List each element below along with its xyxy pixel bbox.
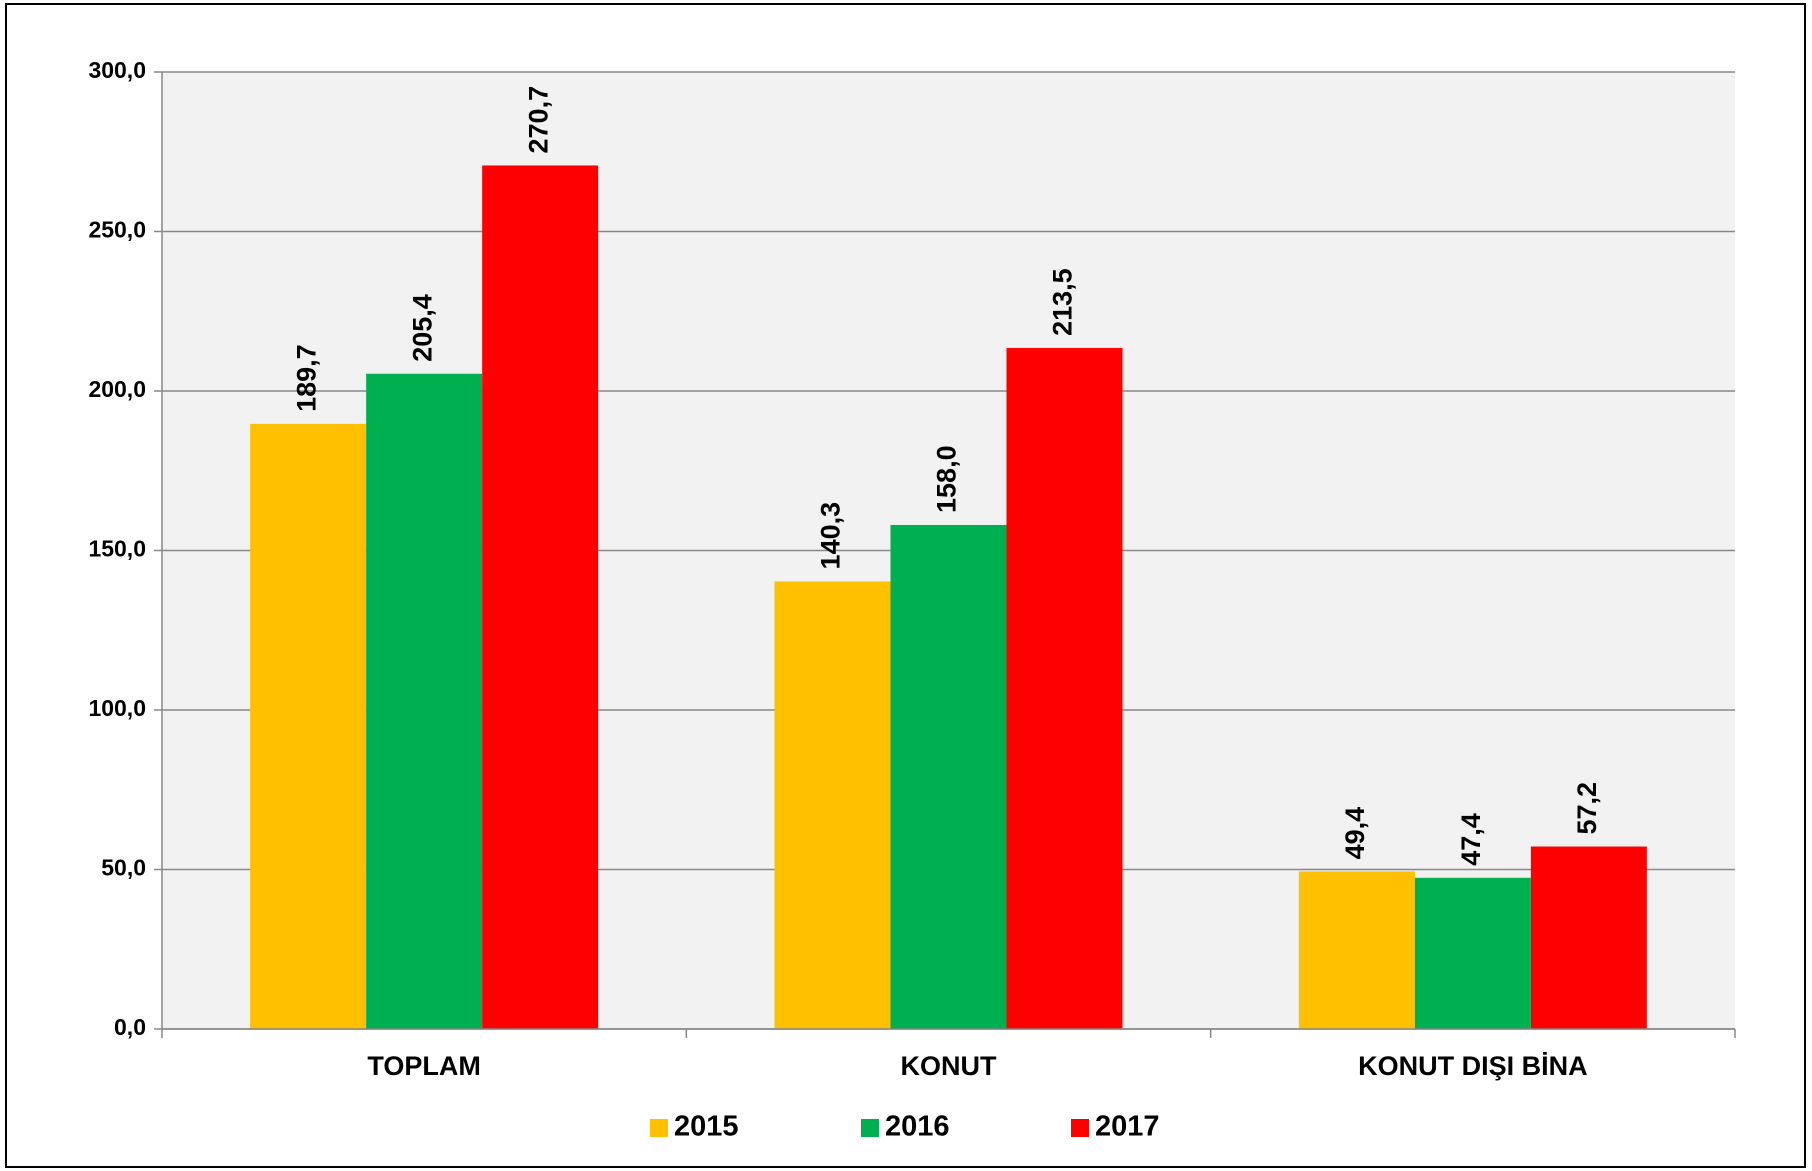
- legend-swatch: [650, 1119, 668, 1137]
- value-label: 205,4: [407, 294, 437, 362]
- bar: [1006, 347, 1123, 1029]
- x-tick-label: KONUT DIŞI BİNA: [1358, 1051, 1588, 1081]
- value-label: 189,7: [291, 344, 321, 412]
- value-label: 158,0: [932, 445, 962, 513]
- bar: [250, 423, 367, 1029]
- y-tick-label: 0,0: [114, 1014, 146, 1040]
- value-label: 49,4: [1340, 807, 1370, 860]
- legend-label: 2017: [1095, 1111, 1160, 1143]
- x-tick-label: KONUT: [901, 1051, 997, 1081]
- bar: [1530, 846, 1647, 1029]
- legend-label: 2016: [885, 1111, 950, 1143]
- value-label: 57,2: [1572, 782, 1602, 835]
- legend-swatch: [1071, 1119, 1089, 1137]
- y-tick-label: 50,0: [101, 855, 146, 881]
- bar: [366, 373, 483, 1029]
- y-tick-label: 300,0: [88, 57, 146, 83]
- y-tick-label: 200,0: [88, 376, 146, 402]
- y-tick-label: 100,0: [88, 695, 146, 721]
- value-label: 213,5: [1048, 268, 1078, 336]
- legend-swatch: [861, 1119, 879, 1137]
- y-tick-label: 150,0: [88, 536, 146, 562]
- value-label: 47,4: [1456, 813, 1486, 866]
- x-tick-label: TOPLAM: [367, 1051, 481, 1081]
- bar: [1298, 871, 1415, 1029]
- value-label: 140,3: [816, 502, 846, 570]
- value-label: 270,7: [523, 86, 553, 154]
- y-tick-label: 250,0: [88, 217, 146, 243]
- bar: [1414, 877, 1531, 1029]
- bar: [774, 581, 891, 1029]
- legend-label: 2015: [674, 1111, 739, 1143]
- bar: [890, 524, 1007, 1029]
- bar: [482, 165, 599, 1030]
